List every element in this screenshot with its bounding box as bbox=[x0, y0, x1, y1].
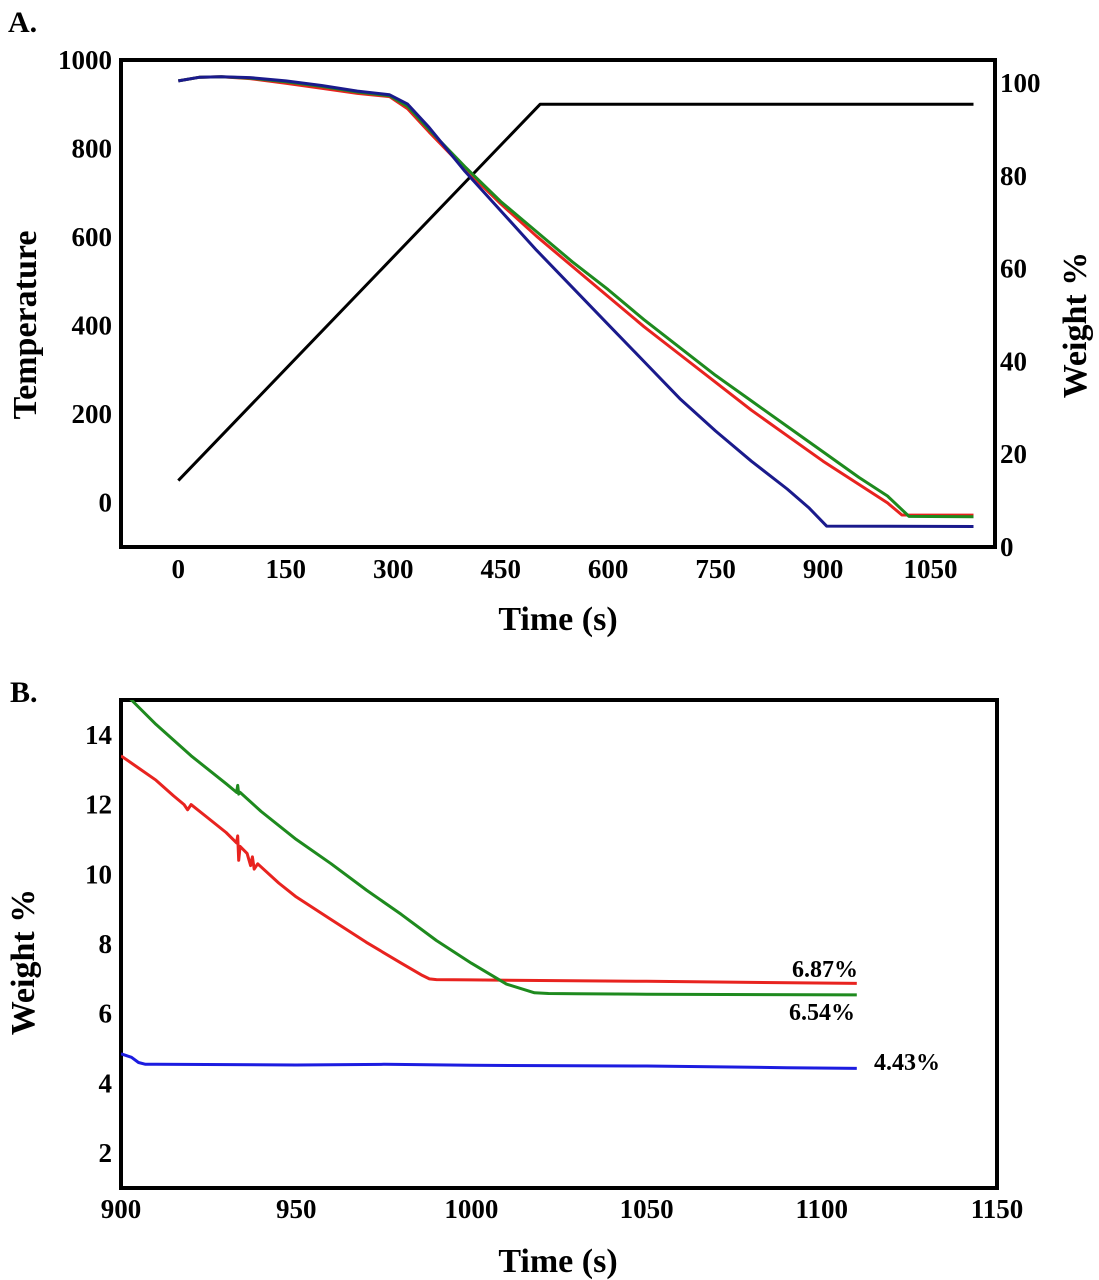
panel-a-x-axis-title: Time (s) bbox=[498, 601, 617, 638]
panel-b-y-tick-label: 12 bbox=[85, 790, 112, 820]
panel-b-x-tick-label: 1050 bbox=[620, 1194, 674, 1224]
panel-b-x-tick-label: 1100 bbox=[796, 1194, 849, 1224]
panel-b-series bbox=[121, 700, 857, 1070]
panel-a-line-sample-red bbox=[178, 75, 974, 517]
panel-a-x-tick-label: 450 bbox=[480, 554, 521, 584]
panel-b-plot-frame bbox=[119, 698, 999, 1190]
panel-b-x-tick-label: 900 bbox=[101, 1194, 142, 1224]
panel-a-line-temperature bbox=[177, 102, 974, 482]
panel-a-left-y-ticks: 0 200 400 600 800 1000 bbox=[58, 45, 112, 518]
panel-b-final-label-sample-red: 6.87% bbox=[792, 957, 858, 983]
panel-a-left-y-tick-label: 400 bbox=[72, 311, 113, 341]
panel-a-right-y-tick-label: 100 bbox=[1000, 68, 1041, 98]
panel-b-line-sample-blue bbox=[121, 1052, 857, 1070]
panel-a-x-tick-label: 0 bbox=[172, 554, 186, 584]
panel-b-y-tick-label: 2 bbox=[99, 1138, 113, 1168]
panel-a-left-y-axis-title: Temperature bbox=[7, 231, 44, 420]
panel-a-right-y-ticks: 0 20 40 60 80 100 bbox=[1000, 68, 1041, 562]
panel-a-right-y-tick-label: 60 bbox=[1000, 254, 1027, 284]
panel-b-y-tick-label: 8 bbox=[99, 929, 113, 959]
panel-a-line-sample-green bbox=[178, 75, 974, 519]
panel-b-final-label-sample-blue: 4.43% bbox=[874, 1050, 940, 1076]
panel-b-final-label-sample-green: 6.54% bbox=[789, 1000, 855, 1026]
panel-a-x-tick-label: 300 bbox=[373, 554, 414, 584]
panel-b-x-ticks: 900 950 1000 1050 1100 1150 bbox=[101, 1194, 1024, 1224]
panel-a-label: A. bbox=[8, 6, 37, 39]
panel-b-y-tick-label: 14 bbox=[85, 720, 112, 750]
panel-b-x-tick-label: 950 bbox=[276, 1194, 317, 1224]
panel-a-left-y-tick-label: 200 bbox=[72, 399, 113, 429]
panel-b-y-tick-label: 10 bbox=[85, 859, 112, 889]
panel-a-left-y-tick-label: 1000 bbox=[58, 45, 112, 75]
panel-a-x-tick-label: 150 bbox=[266, 554, 307, 584]
panel-a-x-tick-label: 1050 bbox=[904, 554, 958, 584]
panel-b-x-axis-title: Time (s) bbox=[498, 1243, 617, 1280]
panel-b: B. 900 950 1000 1050 1100 1150 2 4 6 8 10 12 14 6.8… bbox=[5, 676, 1023, 1280]
panel-b-y-tick-label: 6 bbox=[99, 999, 113, 1029]
panel-b-x-tick-label: 1150 bbox=[971, 1194, 1024, 1224]
panel-a-left-y-tick-label: 0 bbox=[99, 488, 113, 518]
panel-a-right-y-tick-label: 20 bbox=[1000, 439, 1027, 469]
panel-a-left-y-tick-label: 600 bbox=[72, 222, 113, 252]
panel-b-line-sample-red bbox=[121, 754, 857, 985]
panel-a: A. 0 150 300 450 600 750 900 1050 0200400600800… bbox=[7, 6, 1094, 638]
panel-b-annotations: 6.87% 6.54% 4.43% bbox=[789, 957, 940, 1076]
panel-b-line-sample-green bbox=[129, 700, 857, 997]
panel-a-line-sample-blue bbox=[178, 75, 974, 528]
panel-b-y-ticks: 2 4 6 8 10 12 14 bbox=[85, 720, 112, 1168]
panel-a-x-ticks: 0 150 300 450 600 750 900 1050 bbox=[172, 554, 958, 584]
panel-a-left-y-tick-label: 800 bbox=[72, 134, 113, 164]
panel-a-right-y-axis-title: Weight % bbox=[1057, 252, 1094, 398]
panel-b-y-tick-label: 4 bbox=[99, 1068, 113, 1098]
panel-a-right-y-tick-label: 0 bbox=[1000, 532, 1014, 562]
panel-a-x-tick-label: 600 bbox=[588, 554, 629, 584]
panel-b-label: B. bbox=[10, 676, 38, 709]
panel-a-x-tick-label: 750 bbox=[695, 554, 736, 584]
panel-a-right-y-tick-label: 80 bbox=[1000, 161, 1027, 191]
panel-b-x-tick-label: 1000 bbox=[444, 1194, 498, 1224]
panel-a-series bbox=[177, 75, 974, 528]
panel-a-right-y-tick-label: 40 bbox=[1000, 346, 1027, 376]
panel-b-y-axis-title: Weight % bbox=[5, 889, 42, 1035]
panel-a-x-tick-label: 900 bbox=[803, 554, 844, 584]
panel-a-plot-frame bbox=[119, 58, 997, 549]
